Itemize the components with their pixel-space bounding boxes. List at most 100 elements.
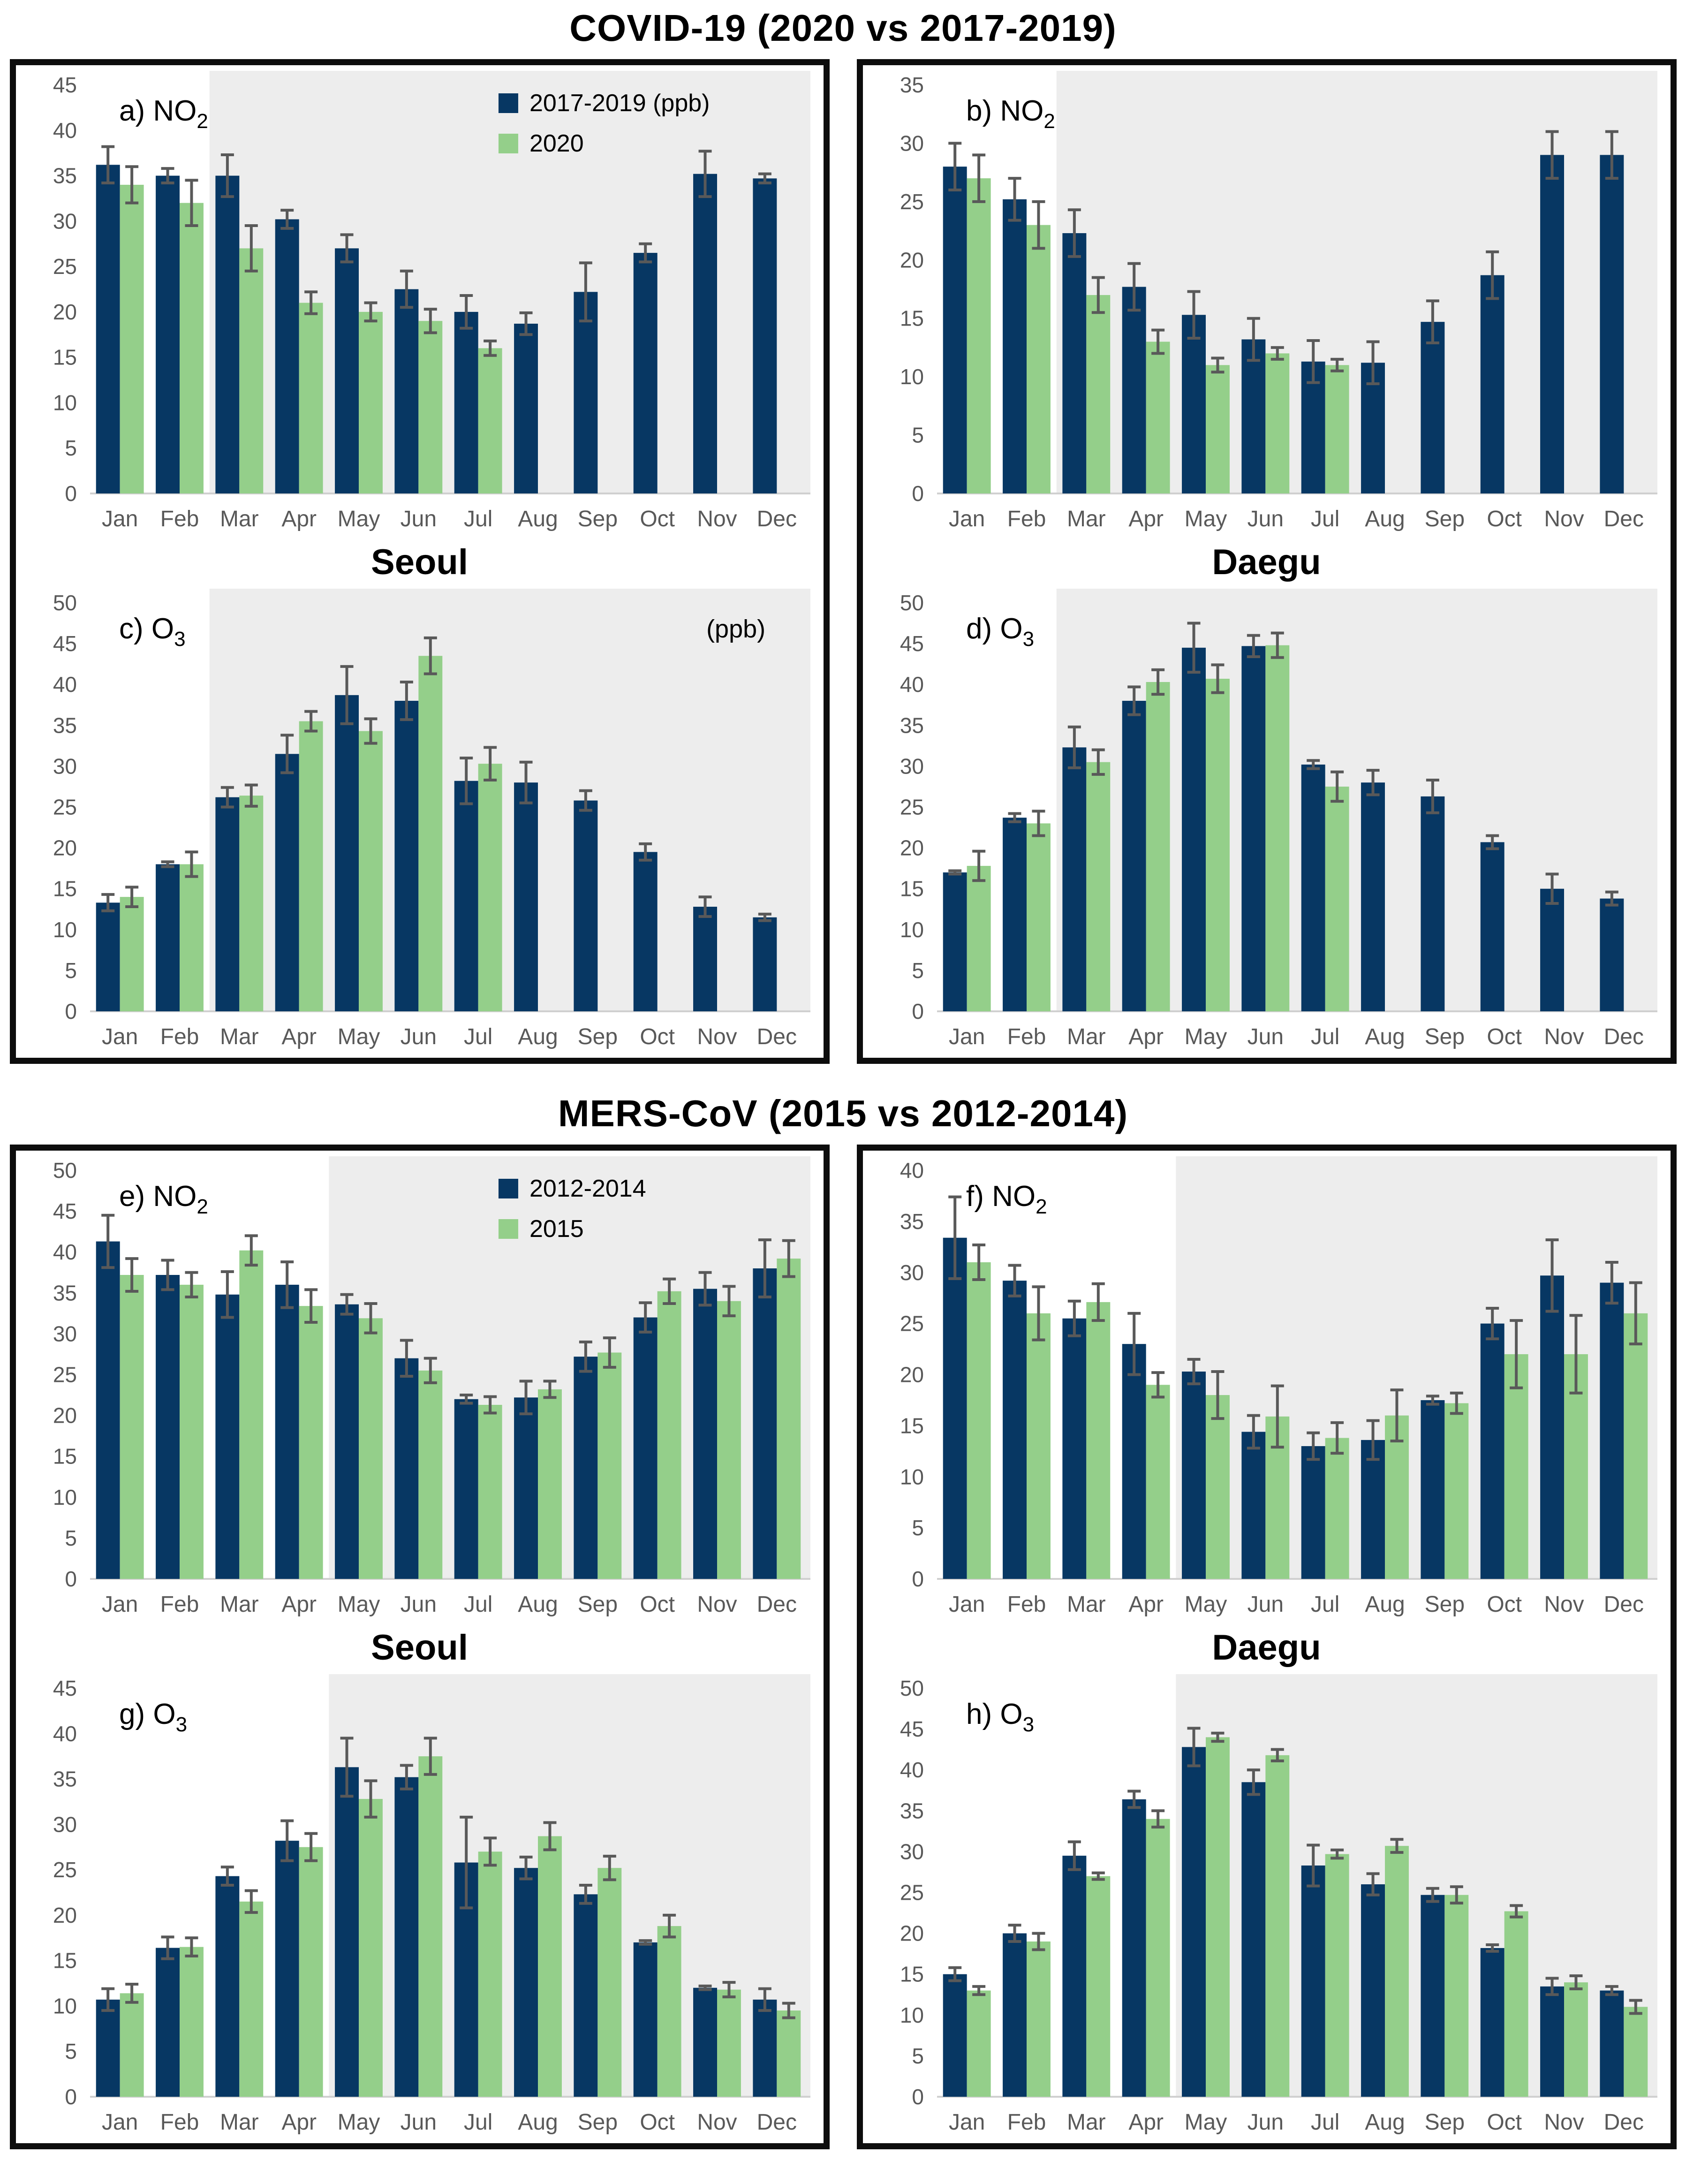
bar-2017-2019-Dec (752, 917, 777, 1011)
bars-group (96, 1737, 801, 2097)
error-bar (1247, 1768, 1260, 1796)
y-axis-ticks: 0 5 10 15 20 25 30 35 40 45 50 (53, 1158, 76, 1591)
svg-text:35: 35 (900, 713, 923, 737)
error-bar (638, 1939, 652, 1946)
svg-text:30: 30 (53, 754, 76, 778)
bar-2012-2014-Jan (943, 1974, 967, 2097)
svg-text:35: 35 (900, 1209, 923, 1234)
error-bar (698, 895, 712, 918)
month-label: Oct (1487, 1024, 1522, 1049)
month-label: May (337, 1592, 380, 1617)
svg-text:15: 15 (900, 877, 923, 901)
y-axis-ticks: 0 5 10 15 20 25 30 35 40 45 (53, 1676, 76, 2109)
month-label: Mar (219, 1024, 258, 1049)
bar-2020-Jun (1265, 353, 1289, 493)
error-bar (1151, 1371, 1164, 1399)
bar-2012-2014-Mar (1062, 1318, 1086, 1579)
error-bar (304, 710, 318, 733)
error-bar (722, 1981, 735, 1999)
svg-text:35: 35 (53, 1767, 76, 1791)
svg-text:15: 15 (53, 877, 76, 901)
legend-swatch-pandemic (498, 134, 518, 153)
bar-2017-2019-Sep (573, 292, 597, 493)
error-bar (1545, 1238, 1559, 1313)
svg-text:15: 15 (53, 1444, 76, 1469)
bar-2017-2019-Jan (96, 902, 120, 1011)
error-bar (280, 209, 294, 230)
covid-panel-row: 0 5 10 15 20 25 30 35 40 45 Jan Feb Mar Apr May Jun Jul A… (0, 59, 1686, 1064)
bar-2012-2014-May (1181, 1747, 1206, 2097)
error-bar (1366, 340, 1380, 386)
month-label: Nov (697, 2110, 737, 2135)
bar-2020-May (358, 311, 383, 493)
month-label: Mar (219, 507, 258, 531)
bar-2017-2019-Feb (1002, 199, 1027, 493)
error-bar (519, 1380, 533, 1416)
svg-text:25: 25 (900, 190, 923, 214)
error-bar (101, 145, 114, 185)
bar-2020-May (1205, 679, 1230, 1011)
error-bar (1091, 1282, 1105, 1322)
svg-text:45: 45 (900, 1717, 923, 1741)
mers-section: MERS-CoV (2015 vs 2012-2014) 0 5 10 15 20 25 3… (0, 1085, 1686, 2149)
error-bar (1127, 1790, 1141, 1809)
bar-2015-Feb (179, 1947, 204, 2097)
error-bar (1569, 1314, 1582, 1395)
bar-2017-2019-Feb (155, 864, 180, 1011)
bar-2020-Feb (1026, 225, 1051, 494)
bars-group (96, 1213, 801, 1579)
month-label: Aug (1365, 1592, 1405, 1617)
mers-daegu-city-title: Daegu (1212, 1628, 1321, 1668)
error-bar (1067, 1299, 1081, 1337)
error-bar (1067, 1840, 1081, 1871)
bar-2020-Jun (418, 321, 442, 493)
error-bar (948, 142, 961, 191)
svg-text:45: 45 (53, 1199, 76, 1223)
error-bar (758, 912, 771, 922)
bar-2012-2014-Jul (1301, 1866, 1325, 2097)
error-bar (244, 224, 258, 273)
bar-2012-2014-Feb (155, 1948, 180, 2097)
bar-2015-Nov (717, 1301, 741, 1579)
error-bar (459, 756, 473, 805)
month-label: Nov (1544, 507, 1584, 531)
chart-f-no2-daegu: 0 5 10 15 20 25 30 35 40 Jan Feb Mar Apr May Jun Jul Aug… (867, 1154, 1659, 1623)
bar-2015-Apr (299, 1847, 323, 2097)
error-bar (184, 1936, 198, 1957)
month-label: Jan (948, 1592, 984, 1617)
bar-2020-Apr (1146, 341, 1170, 493)
month-label: May (1184, 1592, 1227, 1617)
bar-2012-2014-Jun (394, 1777, 418, 2097)
panel-label: g) O3 (119, 1698, 187, 1736)
error-bar (1031, 200, 1045, 250)
error-bar (1247, 317, 1260, 362)
bar-2017-2019-Dec (1599, 898, 1624, 1011)
month-label: Dec (756, 1024, 796, 1049)
error-bar (519, 1856, 533, 1881)
month-label: Nov (697, 1024, 737, 1049)
month-label: Jan (948, 2110, 984, 2135)
bar-2015-Jul (478, 1851, 502, 2097)
error-bar (1485, 834, 1499, 850)
error-bar (400, 1339, 413, 1378)
bar-2017-2019-May (1181, 315, 1206, 493)
month-label: Aug (1365, 2110, 1405, 2135)
error-bar (543, 1380, 556, 1399)
svg-text:40: 40 (900, 1758, 923, 1782)
bar-2012-2014-Sep (573, 1894, 597, 2097)
month-label: Nov (697, 1592, 737, 1617)
bar-2012-2014-Aug (514, 1868, 538, 2097)
error-bar (1330, 1848, 1344, 1860)
svg-text:20: 20 (53, 1403, 76, 1428)
error-bar (1210, 663, 1224, 694)
month-label: Nov (1544, 1592, 1584, 1617)
month-label: Sep (1424, 1592, 1464, 1617)
bar-2015-Aug (1384, 1846, 1409, 2097)
error-bar (1509, 1904, 1523, 1919)
error-bar (1629, 1999, 1642, 2015)
mers-section-title: MERS-CoV (2015 vs 2012-2014) (558, 1092, 1128, 1134)
error-bar (758, 1238, 771, 1299)
svg-text:10: 10 (53, 1485, 76, 1509)
chart-svg-h: 0 5 10 15 20 25 30 35 40 45 50 Jan Feb Mar Apr May Jun Ju… (900, 1674, 1657, 2135)
bar-2012-2014-Oct (1480, 1948, 1505, 2097)
